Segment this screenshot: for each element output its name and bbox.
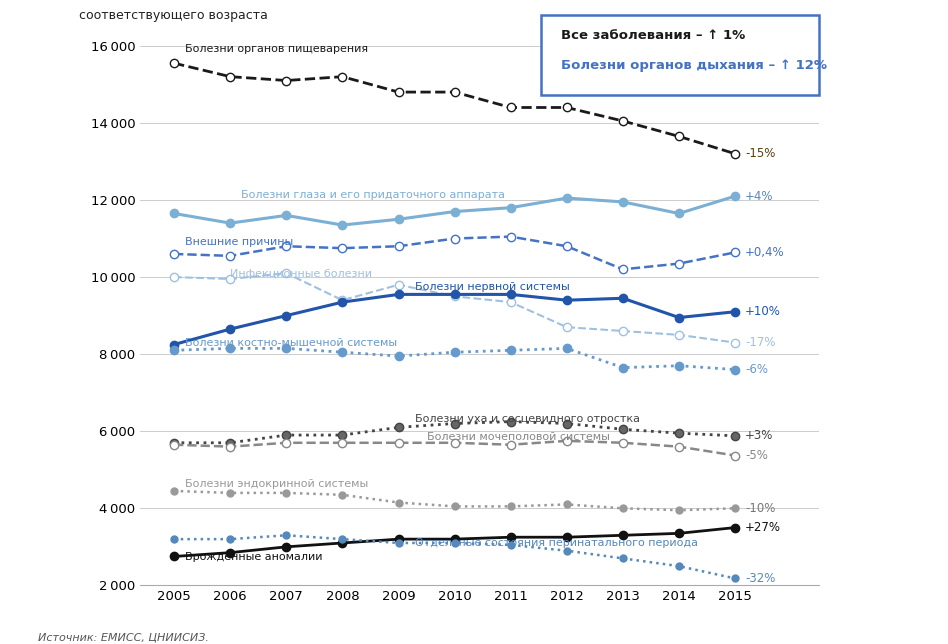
Text: Болезни нервной системы: Болезни нервной системы — [415, 281, 570, 292]
Text: Болезни костно-мышечной системы: Болезни костно-мышечной системы — [185, 337, 397, 348]
Text: Болезни эндокринной системы: Болезни эндокринной системы — [185, 478, 369, 489]
Text: Болезни мочеполовой системы: Болезни мочеполовой системы — [427, 432, 610, 442]
Text: +0,4%: +0,4% — [745, 246, 785, 259]
Text: Болезни органов пищеварения: Болезни органов пищеварения — [185, 44, 369, 53]
Text: +27%: +27% — [745, 521, 781, 534]
Text: Болезни уха и сосцевидного отростка: Болезни уха и сосцевидного отростка — [415, 414, 640, 424]
Text: Болезни органов дыхания – ↑ 12%: Болезни органов дыхания – ↑ 12% — [561, 59, 828, 73]
Text: Внешние причины: Внешние причины — [185, 237, 294, 247]
Text: -32%: -32% — [745, 572, 775, 585]
Text: Отдельные состояния перинатального периода: Отдельные состояния перинатального перио… — [415, 538, 699, 547]
Text: -17%: -17% — [745, 336, 775, 349]
Text: -10%: -10% — [745, 502, 775, 515]
Text: Все заболевания – ↑ 1%: Все заболевания – ↑ 1% — [561, 29, 745, 43]
Text: соответствующего возраста: соответствующего возраста — [80, 9, 268, 23]
Text: +10%: +10% — [745, 305, 781, 318]
Text: Болезни глаза и его придаточного аппарата: Болезни глаза и его придаточного аппарат… — [242, 190, 505, 200]
FancyBboxPatch shape — [541, 15, 819, 95]
Text: Источник: ЕМИСС, ЦНИИСИЗ.: Источник: ЕМИСС, ЦНИИСИЗ. — [38, 633, 209, 643]
Text: -15%: -15% — [745, 147, 775, 160]
Text: Врожденные аномалии: Врожденные аномалии — [185, 553, 323, 562]
Text: +4%: +4% — [745, 189, 774, 203]
Text: -6%: -6% — [745, 363, 768, 376]
Text: Инфекционные болезни: Инфекционные болезни — [230, 269, 373, 279]
Text: -5%: -5% — [745, 449, 768, 462]
Text: +3%: +3% — [745, 430, 774, 442]
